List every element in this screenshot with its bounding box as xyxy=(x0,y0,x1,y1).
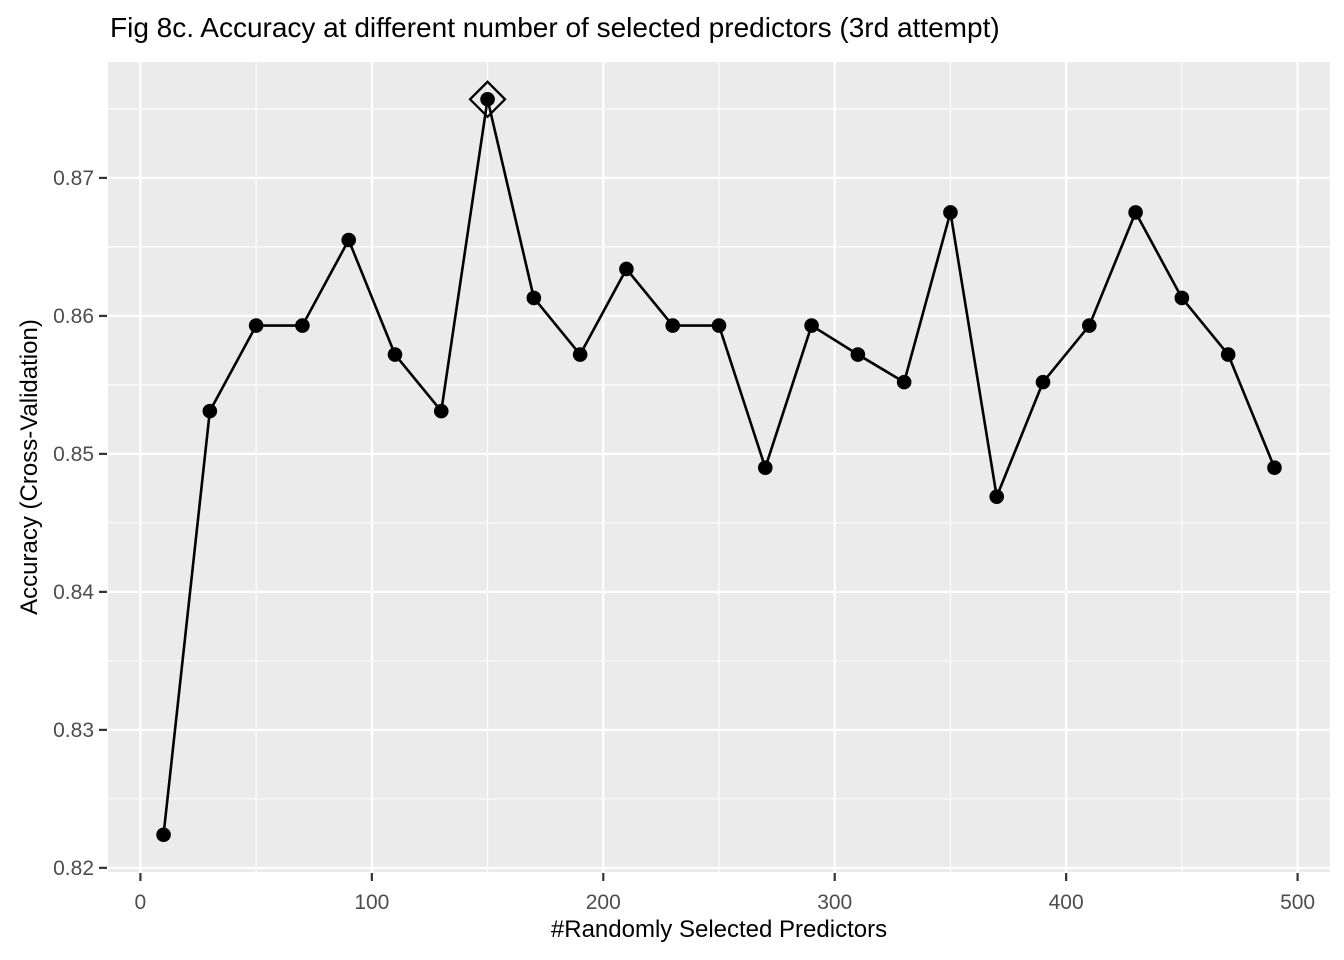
data-point xyxy=(341,232,356,248)
data-point xyxy=(1035,374,1051,390)
x-tick-label: 0 xyxy=(135,891,147,914)
y-tick-label: 0.84 xyxy=(53,581,94,604)
data-point xyxy=(619,261,634,277)
x-axis-title: #Randomly Selected Predictors xyxy=(550,916,888,943)
x-tick-label: 300 xyxy=(817,891,852,914)
data-point xyxy=(665,318,681,333)
data-point xyxy=(295,318,310,333)
data-point xyxy=(896,374,912,390)
data-point xyxy=(1082,318,1097,333)
data-point xyxy=(1128,205,1143,220)
data-point xyxy=(1174,290,1190,306)
data-point xyxy=(711,318,727,333)
data-point xyxy=(480,91,495,107)
y-tick-label: 0.85 xyxy=(53,443,94,466)
data-point xyxy=(433,403,449,419)
data-point xyxy=(202,403,218,419)
chart-title: Fig 8c. Accuracy at different number of … xyxy=(110,12,1000,43)
y-tick-label: 0.83 xyxy=(53,719,94,742)
data-point xyxy=(989,489,1005,504)
x-tick-label: 500 xyxy=(1280,891,1315,914)
data-point xyxy=(387,347,403,362)
y-axis-title: Accuracy (Cross-Validation) xyxy=(16,319,43,615)
data-point xyxy=(248,318,264,333)
y-tick-label: 0.87 xyxy=(53,167,94,190)
data-point xyxy=(804,318,819,333)
best-point-marker xyxy=(468,80,507,119)
y-tick-label: 0.82 xyxy=(53,857,94,880)
data-point xyxy=(1267,460,1282,475)
data-point xyxy=(526,290,542,306)
data-point xyxy=(572,347,588,362)
x-tick-label: 100 xyxy=(354,891,389,914)
data-point xyxy=(1220,347,1236,362)
x-tick-label: 400 xyxy=(1049,891,1084,914)
data-point xyxy=(757,460,773,475)
data-point xyxy=(943,205,958,220)
x-tick-label: 200 xyxy=(586,891,621,914)
data-point xyxy=(850,347,866,362)
data-point xyxy=(156,827,171,843)
y-tick-label: 0.86 xyxy=(53,305,94,328)
